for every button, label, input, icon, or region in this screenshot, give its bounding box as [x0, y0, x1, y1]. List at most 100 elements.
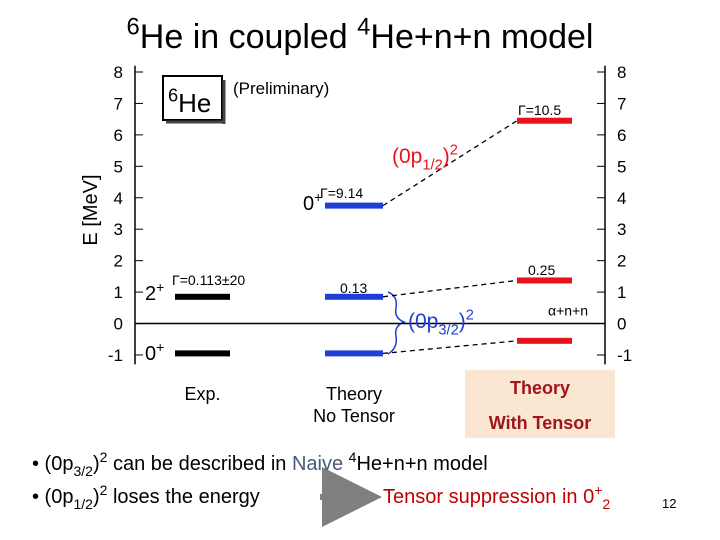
superscript: 4 [349, 449, 357, 465]
column-label: With Tensor [489, 413, 592, 433]
y-tick-label: 1 [114, 283, 123, 302]
y-axis-label: E [MeV] [80, 174, 102, 245]
level [517, 277, 572, 284]
rich-text: 2+ [145, 279, 164, 305]
rich-text: (0p1/2)2 [392, 143, 458, 174]
column-label: Theory [510, 378, 570, 398]
y-tick-label-right: 0 [617, 315, 626, 334]
subscript: 1/2 [422, 157, 442, 173]
y-tick-label: 0 [114, 315, 123, 334]
superscript: 6 [168, 86, 178, 106]
text-run: Γ=0.113±20 [172, 272, 245, 288]
superscript: + [314, 189, 322, 205]
text-run: (0p [408, 310, 438, 333]
brace [387, 291, 407, 355]
y-tick-label: 6 [114, 126, 123, 145]
rich-text: (0p3/2)2 [408, 308, 474, 339]
rich-text: Γ=0.113±20 [172, 272, 245, 288]
y-tick-label-right: 1 [617, 283, 626, 302]
text-run: Γ=9.14 [320, 185, 363, 201]
rich-text: 0+ [303, 189, 322, 215]
text-run: (0p [392, 145, 422, 168]
y-tick-label: 3 [114, 220, 123, 239]
level [325, 202, 383, 209]
rich-text: Γ=10.5 [518, 102, 561, 118]
rich-text: Tensor suppression in 0+2 [383, 482, 610, 512]
level [325, 293, 383, 300]
rich-text: (Preliminary) [233, 79, 329, 98]
text-run: ) [443, 145, 450, 168]
superscript: 2 [100, 482, 108, 498]
text-run: ) [93, 486, 100, 508]
text-run: 0.25 [528, 262, 555, 278]
text-run: He in coupled [140, 18, 357, 56]
rich-text: Γ=9.14 [320, 185, 363, 201]
y-tick-label: 5 [114, 157, 123, 176]
y-tick-label-right: 5 [617, 157, 626, 176]
superscript: 2 [450, 143, 458, 159]
superscript: + [594, 482, 602, 498]
superscript: + [156, 279, 164, 295]
text-run: Naive [292, 453, 343, 475]
text-run: He [178, 88, 211, 118]
column-label: No Tensor [313, 406, 395, 426]
text-run: loses the energy [107, 486, 259, 508]
y-tick-label: 8 [114, 63, 123, 82]
y-tick-label-right: 4 [617, 189, 626, 208]
connector [382, 279, 518, 298]
rich-text: 0.25 [528, 262, 555, 278]
text-run: 0.13 [340, 280, 367, 296]
y-tick-label-right: 3 [617, 220, 626, 239]
text-run: He+n+n model [356, 453, 487, 475]
superscript: 6 [127, 13, 140, 40]
level [325, 350, 383, 357]
rich-text: • (0p1/2)2 loses the energy [32, 482, 260, 512]
text-run: 2 [145, 283, 156, 305]
text-run: He+n+n model [370, 18, 593, 56]
level [175, 293, 230, 300]
y-tick-label: 2 [114, 252, 123, 271]
text-run: 0 [303, 193, 314, 215]
text-run: ) [93, 453, 100, 475]
level [517, 337, 572, 344]
column-label: Theory [326, 384, 382, 404]
subscript: 1/2 [73, 496, 93, 512]
y-tick-label: -1 [108, 346, 123, 365]
rich-text: 6He [168, 86, 211, 118]
text-run: • (0p [32, 453, 73, 475]
subscript: 3/2 [73, 463, 93, 479]
column-label: Exp. [184, 384, 220, 404]
subscript: 3/2 [438, 322, 458, 338]
text-run: 0 [145, 343, 156, 365]
threshold-label: α+n+n [548, 303, 588, 319]
subscript: 2 [602, 496, 610, 512]
text-run: (Preliminary) [233, 79, 329, 98]
label-box [162, 75, 223, 121]
level [175, 350, 230, 357]
text-run: ) [459, 310, 466, 333]
y-tick-label: 7 [114, 94, 123, 113]
rich-text: 6He in coupled 4He+n+n model [127, 13, 594, 56]
text-run: Tensor suppression in 0 [383, 486, 594, 508]
y-tick-label-right: 7 [617, 94, 626, 113]
y-tick-label-right: 6 [617, 126, 626, 145]
y-tick-label: 4 [114, 189, 123, 208]
highlight-box [465, 370, 615, 438]
text-run: Γ=10.5 [518, 102, 561, 118]
text-run: can be described in [107, 453, 292, 475]
rich-text: 0.13 [340, 280, 367, 296]
rich-text: 0+ [145, 339, 164, 365]
superscript: 2 [466, 308, 474, 324]
connector [382, 340, 518, 355]
rich-text: • (0p3/2)2 can be described in Naive 4He… [32, 449, 488, 479]
y-tick-label-right: 8 [617, 63, 626, 82]
y-tick-label-right: -1 [617, 346, 632, 365]
y-tick-label-right: 2 [617, 252, 626, 271]
superscript: 4 [357, 13, 370, 40]
page-number: 12 [662, 496, 676, 511]
level [517, 117, 572, 124]
text-run: • (0p [32, 486, 73, 508]
superscript: 2 [100, 449, 108, 465]
